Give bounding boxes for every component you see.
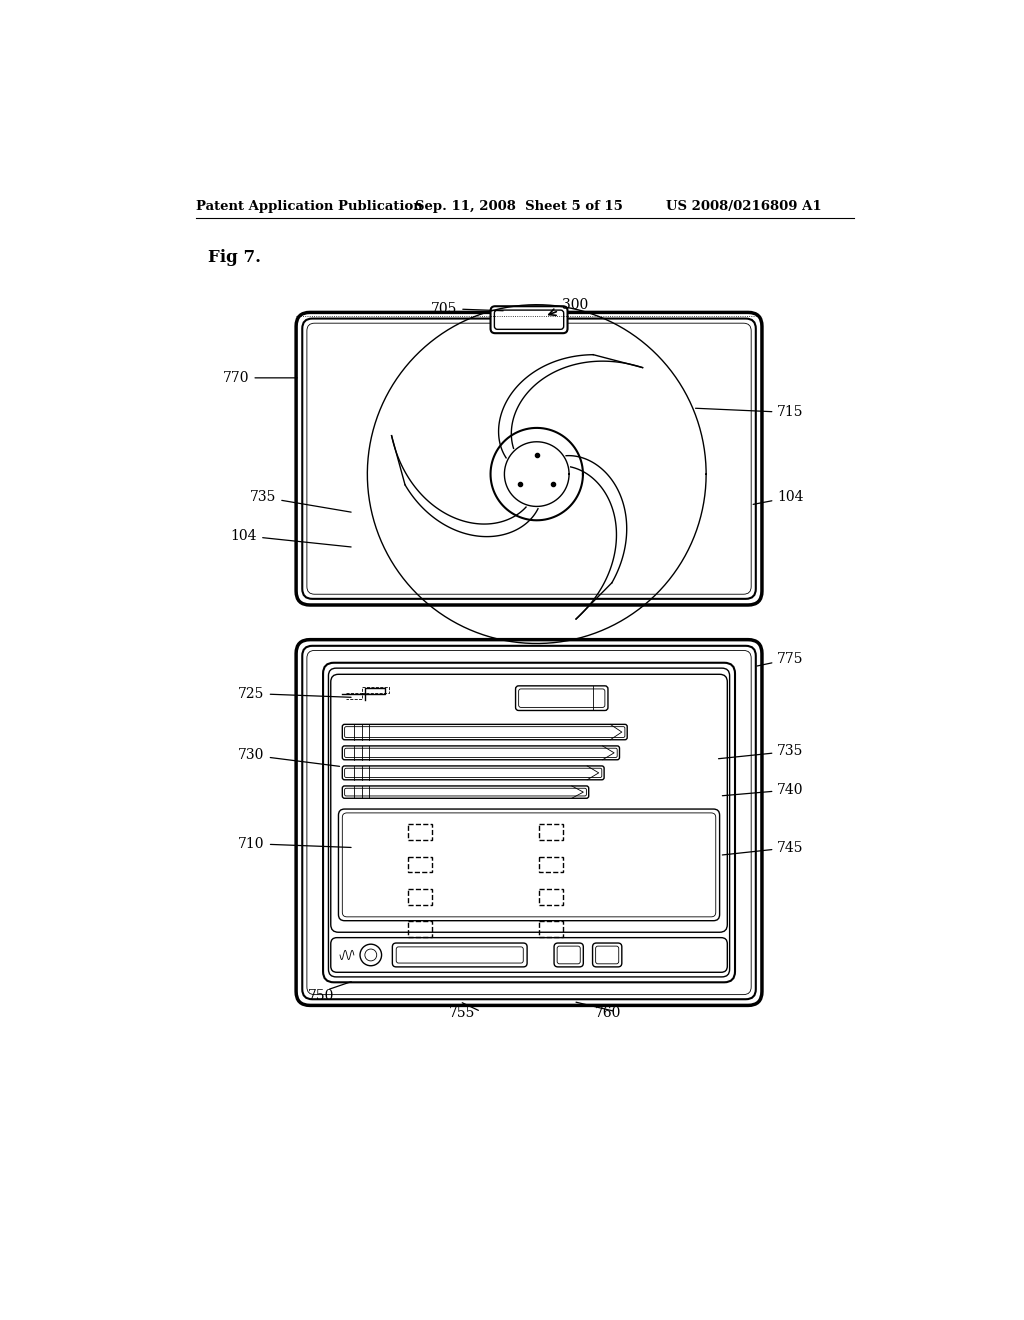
Text: 725: 725 [239, 686, 351, 701]
Text: Sep. 11, 2008  Sheet 5 of 15: Sep. 11, 2008 Sheet 5 of 15 [416, 199, 624, 213]
Text: Fig 7.: Fig 7. [208, 249, 260, 267]
Text: 735: 735 [719, 744, 804, 759]
Bar [539, 825, 563, 840]
Text: 750: 750 [307, 989, 334, 1003]
Text: 735: 735 [250, 490, 351, 512]
Text: Patent Application Publication: Patent Application Publication [196, 199, 423, 213]
Text: 745: 745 [722, 841, 804, 855]
Text: 710: 710 [239, 837, 351, 850]
Text: 775: 775 [757, 652, 804, 667]
Text: 705: 705 [431, 301, 503, 315]
Text: 760: 760 [595, 1006, 622, 1020]
Text: 755: 755 [449, 1006, 475, 1020]
Text: US 2008/0216809 A1: US 2008/0216809 A1 [666, 199, 821, 213]
FancyBboxPatch shape [490, 306, 567, 333]
Bar [539, 921, 563, 937]
Text: 104: 104 [753, 490, 804, 504]
Text: 104: 104 [230, 529, 351, 546]
Text: 300: 300 [549, 298, 588, 315]
Bar [408, 890, 432, 904]
Bar [408, 921, 432, 937]
Text: 715: 715 [695, 405, 804, 420]
Text: 770: 770 [223, 371, 297, 385]
Text: 730: 730 [239, 748, 340, 767]
Bar [539, 857, 563, 873]
Bar [539, 890, 563, 904]
Bar [408, 825, 432, 840]
Text: 740: 740 [722, 783, 804, 797]
Bar [408, 857, 432, 873]
